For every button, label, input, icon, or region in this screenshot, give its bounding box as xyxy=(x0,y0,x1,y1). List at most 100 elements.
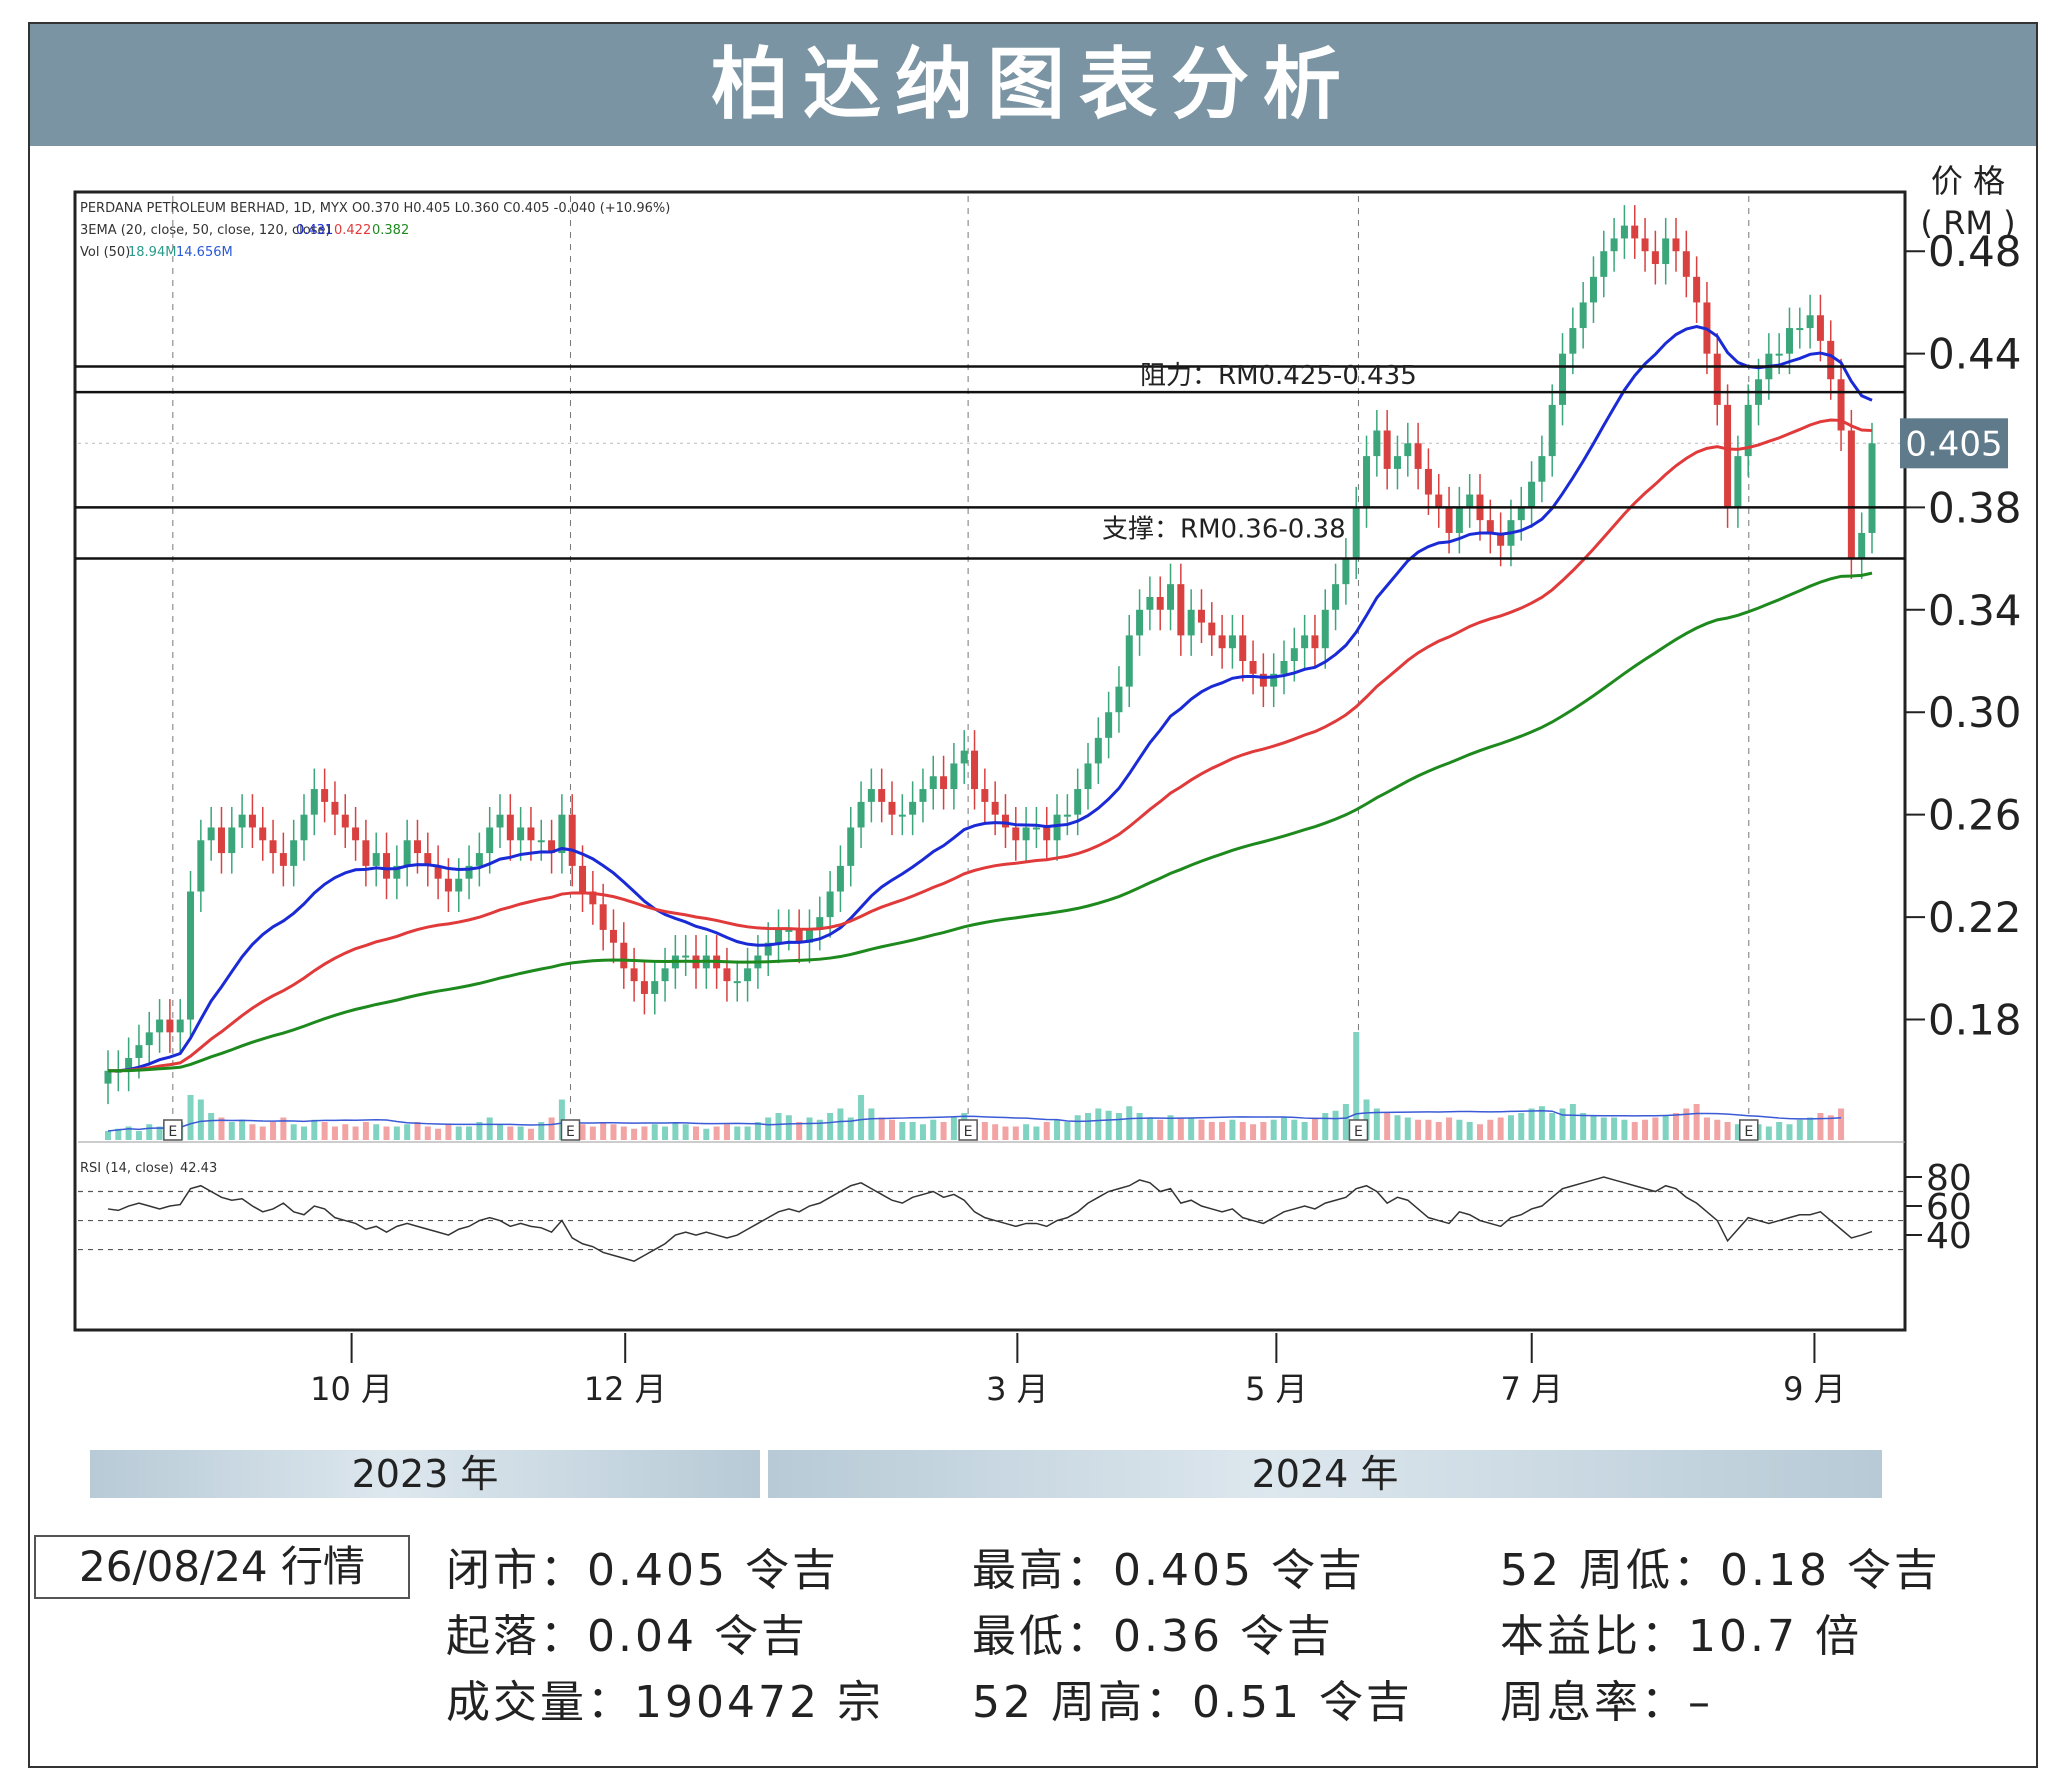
volume-bar xyxy=(919,1124,926,1140)
candle-body xyxy=(1620,225,1628,239)
volume-bar xyxy=(1219,1122,1226,1140)
volume-bar xyxy=(1342,1104,1349,1140)
x-tick-label: 12 月 xyxy=(584,1370,667,1408)
candle-body xyxy=(1693,276,1701,303)
candle-body xyxy=(960,750,968,764)
candle-body xyxy=(1032,827,1040,830)
volume-bar xyxy=(1673,1113,1679,1140)
volume-bar xyxy=(1621,1119,1628,1140)
volume-bar xyxy=(1322,1113,1329,1140)
volume-bar xyxy=(115,1128,122,1140)
volume-bar xyxy=(1817,1113,1824,1140)
volume-bar xyxy=(1683,1108,1690,1140)
candle-body xyxy=(1393,456,1401,469)
volume-bar xyxy=(899,1122,906,1140)
volume-bar xyxy=(1157,1119,1164,1140)
volume-bar xyxy=(1734,1124,1741,1140)
volume-bar xyxy=(548,1117,555,1140)
volume-bar xyxy=(455,1126,462,1140)
last-price-badge xyxy=(1900,418,2008,469)
candle-body xyxy=(857,801,865,828)
candle-body xyxy=(486,827,494,854)
volume-bar xyxy=(1177,1117,1184,1140)
volume-bar xyxy=(301,1126,307,1140)
candle-body xyxy=(300,814,308,841)
candle-body xyxy=(1579,302,1587,329)
stat-pe: 本益比：10.7 倍 xyxy=(1500,1611,1862,1662)
candle-body xyxy=(331,801,339,815)
candle-body xyxy=(878,789,886,802)
volume-bar xyxy=(1167,1115,1174,1140)
volume-bar xyxy=(393,1126,400,1140)
volume-bar xyxy=(383,1126,390,1140)
volume-bar xyxy=(1353,1032,1360,1140)
candle-body xyxy=(145,1032,153,1046)
volume-bar xyxy=(1796,1119,1803,1140)
candle-body xyxy=(981,789,989,802)
volume-bar xyxy=(352,1126,359,1140)
volume-bar xyxy=(538,1122,545,1140)
candle-body xyxy=(1177,584,1185,636)
volume-bar xyxy=(940,1122,947,1140)
volume-bar xyxy=(579,1124,586,1140)
last-price-label: 0.405 xyxy=(1905,424,2002,464)
candle-body xyxy=(135,1045,143,1058)
volume-bar xyxy=(1724,1122,1731,1140)
earnings-marker xyxy=(560,1119,581,1141)
candle-body xyxy=(651,981,659,994)
volume-bar xyxy=(1559,1108,1566,1140)
volume-bar xyxy=(424,1126,431,1140)
volume-bar xyxy=(889,1119,895,1140)
volume-bar xyxy=(1415,1119,1422,1140)
candle-body xyxy=(321,789,329,802)
candle-body xyxy=(1662,238,1670,265)
volume-bar xyxy=(651,1124,658,1140)
candle-body xyxy=(1414,443,1422,469)
candle-body xyxy=(1744,404,1752,457)
candle-body xyxy=(579,865,587,892)
earnings-marker xyxy=(958,1119,978,1141)
candle-body xyxy=(290,840,298,866)
volume-bar xyxy=(1188,1117,1195,1140)
candle-body xyxy=(1806,315,1814,329)
candle-body xyxy=(537,840,545,843)
volume-bar xyxy=(1549,1113,1556,1140)
rsi-value: 42.43 xyxy=(180,1161,217,1176)
volume-bar xyxy=(1456,1119,1463,1140)
candle-body xyxy=(723,968,731,982)
candle-body xyxy=(909,801,917,815)
outer-frame xyxy=(28,22,2038,1768)
volume-bar xyxy=(641,1126,648,1140)
volume-bar xyxy=(1054,1119,1061,1140)
candle-body xyxy=(640,981,648,994)
volume-bar xyxy=(1373,1108,1380,1140)
volume-bar xyxy=(1487,1119,1494,1140)
stat-close: 闭市：0.405 令吉 xyxy=(446,1545,839,1596)
candle-body xyxy=(393,865,401,879)
y-tick-label: 0.22 xyxy=(1928,893,2022,942)
candle-body xyxy=(1682,251,1690,277)
volume-bar xyxy=(734,1126,741,1140)
volume-bar xyxy=(1611,1117,1618,1140)
candle-body xyxy=(1486,520,1494,533)
volume-bar xyxy=(1250,1124,1257,1140)
volume-bar xyxy=(1115,1113,1122,1140)
volume-bar xyxy=(1270,1119,1277,1140)
date-box: 26/08/24 行情 xyxy=(34,1535,410,1599)
volume-bar xyxy=(445,1124,452,1140)
volume-bar xyxy=(1074,1115,1081,1140)
candle-body xyxy=(867,789,875,802)
candle-body xyxy=(1466,494,1474,508)
volume-bar xyxy=(527,1128,534,1140)
candle-body xyxy=(1548,404,1556,457)
x-tick-label: 10 月 xyxy=(310,1370,393,1408)
volume-average-line xyxy=(107,1109,1842,1132)
candle-body xyxy=(609,929,617,943)
volume-bar xyxy=(259,1126,266,1140)
volume-bar xyxy=(404,1124,411,1140)
candle-body xyxy=(517,827,525,841)
volume-bar xyxy=(1662,1115,1669,1140)
price-unit-2: ( RM ) xyxy=(1920,204,2015,242)
volume-bar xyxy=(486,1117,493,1140)
y-tick-label: 0.48 xyxy=(1928,227,2022,276)
